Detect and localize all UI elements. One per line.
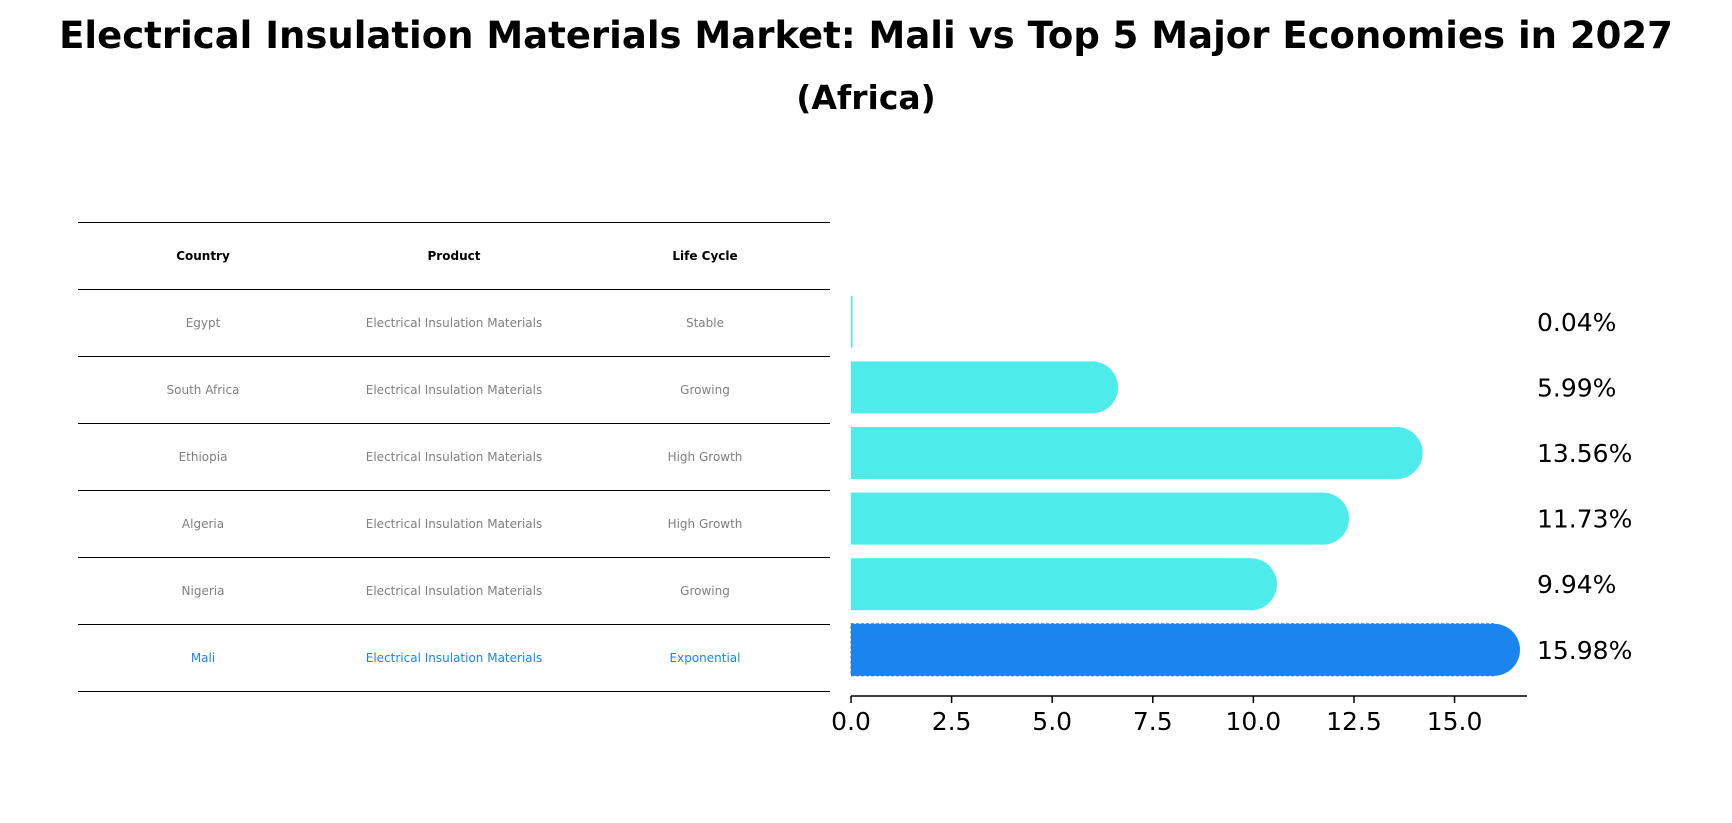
x-tick-label: 5.0 — [1032, 707, 1072, 736]
table-row: Algeria Electrical Insulation Materials … — [78, 490, 830, 557]
cell-life-cycle: Growing — [680, 584, 730, 598]
chart-title: Electrical Insulation Materials Market: … — [59, 14, 1673, 57]
table-row: Ethiopia Electrical Insulation Materials… — [78, 423, 830, 490]
cell-life-cycle: Exponential — [669, 651, 741, 665]
cell-product: Electrical Insulation Materials — [365, 316, 543, 330]
x-tick-label: 15.0 — [1427, 707, 1483, 736]
cell-product: Electrical Insulation Materials — [365, 383, 543, 397]
value-label-south-africa: 5.99% — [1537, 373, 1616, 402]
value-label-nigeria: 9.94% — [1537, 570, 1616, 599]
value-label-ethiopia: 13.56% — [1537, 439, 1632, 468]
cell-product: Electrical Insulation Materials — [365, 584, 543, 598]
table-row: South Africa Electrical Insulation Mater… — [78, 356, 830, 423]
cell-life-cycle: High Growth — [667, 450, 743, 464]
cell-country: South Africa — [166, 383, 240, 397]
header-life-cycle: Life Cycle — [672, 249, 738, 263]
x-tick-label: 7.5 — [1133, 707, 1173, 736]
header-product: Product — [427, 249, 481, 263]
comparison-table: Country Product Life Cycle Egypt Electri… — [78, 222, 830, 692]
cell-life-cycle: High Growth — [667, 517, 743, 531]
x-tick-label: 12.5 — [1326, 707, 1382, 736]
table-row-highlight: Mali Electrical Insulation Materials Exp… — [78, 624, 830, 692]
value-label-algeria: 11.73% — [1537, 505, 1632, 534]
bar-mali — [850, 623, 1521, 677]
bar-nigeria — [851, 558, 1277, 611]
bar-algeria — [851, 492, 1349, 545]
bar-south-africa — [851, 361, 1119, 414]
table-row: Egypt Electrical Insulation Materials St… — [78, 289, 830, 356]
cell-country: Ethiopia — [178, 450, 228, 464]
table-row: Nigeria Electrical Insulation Materials … — [78, 557, 830, 624]
header-country: Country — [176, 249, 230, 263]
bar-egypt — [851, 295, 853, 348]
value-label-mali: 15.98% — [1537, 636, 1632, 665]
cell-country: Mali — [190, 651, 216, 665]
cell-life-cycle: Stable — [685, 316, 724, 330]
cell-country: Egypt — [185, 316, 221, 330]
cell-product: Electrical Insulation Materials — [365, 450, 543, 464]
table-header-row: Country Product Life Cycle — [78, 222, 830, 289]
chart-subtitle: (Africa) — [796, 78, 936, 117]
cell-product: Electrical Insulation Materials — [365, 651, 543, 665]
bar-ethiopia — [851, 427, 1423, 479]
x-tick-label: 0.0 — [831, 707, 871, 736]
cell-life-cycle: Growing — [680, 383, 730, 397]
cell-product: Electrical Insulation Materials — [365, 517, 543, 531]
x-tick-label: 10.0 — [1226, 707, 1282, 736]
cell-country: Nigeria — [181, 584, 225, 598]
x-tick-label: 2.5 — [932, 707, 972, 736]
cell-country: Algeria — [181, 517, 225, 531]
value-label-egypt: 0.04% — [1537, 308, 1616, 337]
